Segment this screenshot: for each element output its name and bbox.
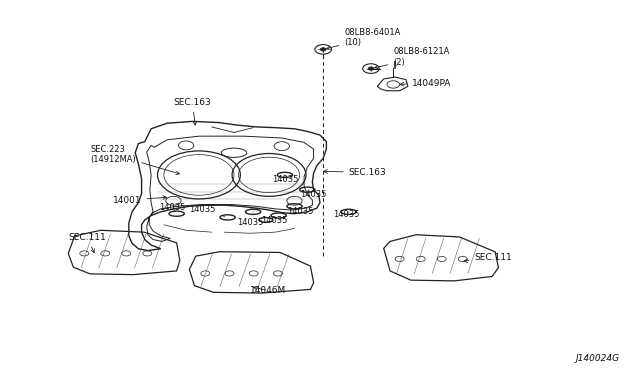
- Text: 14035: 14035: [272, 175, 299, 184]
- Text: 14035: 14035: [261, 216, 288, 225]
- Text: J140024G: J140024G: [575, 354, 620, 363]
- Text: SEC.111: SEC.111: [68, 232, 106, 253]
- Text: SEC.163: SEC.163: [324, 168, 387, 177]
- Text: 14035: 14035: [287, 207, 313, 216]
- Text: 14001: 14001: [113, 196, 166, 205]
- Text: SEC.111: SEC.111: [464, 253, 512, 263]
- Text: 14046M: 14046M: [250, 286, 286, 295]
- Text: 08LB8-6121A
(2): 08LB8-6121A (2): [374, 48, 450, 69]
- Text: SEC.223
(14912MA): SEC.223 (14912MA): [91, 145, 179, 174]
- Text: 08LB8-6401A
(10): 08LB8-6401A (10): [327, 28, 401, 49]
- Text: 14035: 14035: [159, 203, 186, 212]
- Circle shape: [368, 67, 374, 70]
- Text: 14035: 14035: [333, 211, 359, 219]
- Text: 14035: 14035: [237, 212, 264, 227]
- Text: 14035: 14035: [300, 190, 326, 199]
- Circle shape: [320, 48, 326, 51]
- Text: SEC.163: SEC.163: [173, 98, 211, 125]
- Text: 14049PA: 14049PA: [400, 78, 452, 87]
- Text: 14035: 14035: [189, 205, 225, 217]
